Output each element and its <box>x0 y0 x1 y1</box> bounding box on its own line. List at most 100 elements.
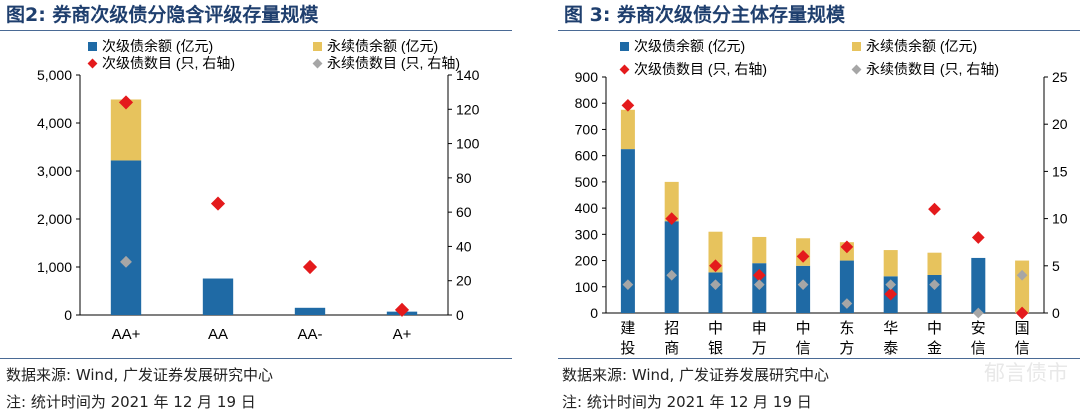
right-bar-subordinated-5 <box>839 260 854 313</box>
right-x-label: 招 <box>664 320 679 337</box>
right-bar-subordinated-2 <box>708 272 723 313</box>
left-y2tick-label: 20 <box>456 273 472 289</box>
right-ytick-label: 800 <box>575 95 599 111</box>
right-marker-perp-count-4 <box>797 279 809 291</box>
left-ytick-label: 1,000 <box>37 259 72 275</box>
left-source-rule <box>0 358 512 359</box>
right-x-label: 中 <box>708 320 723 337</box>
right-x-label: 华 <box>883 320 898 337</box>
right-bar-subordinated-0 <box>620 149 635 313</box>
right-marker-perp-count-3 <box>753 279 765 291</box>
right-marker-sub-count-4 <box>796 249 810 263</box>
left-legend-label-0: 次级债余额 (亿元) <box>102 38 213 54</box>
left-legend-swatch-3 <box>312 58 323 69</box>
right-x-label: 国 <box>1015 320 1030 337</box>
right-marker-sub-count-5 <box>840 240 854 254</box>
right-ytick-label: 700 <box>575 121 599 137</box>
right-legend-swatch-1 <box>852 42 861 51</box>
right-x-label: 银 <box>708 340 723 357</box>
right-ytick-label: 900 <box>575 69 599 85</box>
right-legend-label-3: 永续债数目 (只, 右轴) <box>866 61 999 77</box>
right-bar-perpetual-6 <box>883 250 898 277</box>
left-chart: 0 1,000 2,000 3,000 4,000 5,000 0 20 40 60 80 100 12… <box>37 38 480 343</box>
left-marker-perp-count-0 <box>120 255 132 268</box>
left-ytick-label: 4,000 <box>37 115 72 131</box>
right-y2tick-label: 20 <box>1052 116 1068 132</box>
left-legend-label-3: 永续债数目 (只, 右轴) <box>327 55 460 71</box>
right-x-label: 安 <box>971 320 986 337</box>
left-ytick-label: 2,000 <box>37 211 72 227</box>
right-bar-subordinated-8 <box>971 257 986 313</box>
left-y2tick-label: 40 <box>456 238 472 254</box>
left-bar-subordinated-1 <box>202 278 234 315</box>
right-marker-perp-count-2 <box>710 279 721 291</box>
right-ytick-label: 600 <box>575 148 599 164</box>
right-x-label: 信 <box>1015 340 1030 357</box>
left-bar-perpetual-0 <box>110 99 142 161</box>
left-x-label: AA+ <box>112 326 141 343</box>
right-legend-label-2: 次级债数目 (只, 右轴) <box>634 61 767 77</box>
left-note: 注: 统计时间为 2021 年 12 月 19 日 <box>6 393 256 411</box>
right-legend-swatch-2 <box>619 64 630 75</box>
right-x-label: 申 <box>752 320 767 337</box>
left-y2tick-label: 0 <box>456 307 464 323</box>
left-chart-title: 图2: 券商次级债分隐含评级存量规模 <box>6 4 319 26</box>
right-y2tick-label: 5 <box>1052 258 1060 274</box>
right-marker-perp-count-5 <box>841 298 853 309</box>
right-bar-perpetual-1 <box>664 181 679 222</box>
right-x-label: 建 <box>620 320 635 337</box>
left-x-label: AA- <box>297 326 322 343</box>
right-marker-perp-count-7 <box>929 279 940 291</box>
left-legend-swatch-1 <box>313 42 322 51</box>
right-legend-label-1: 永续债余额 (亿元) <box>866 38 977 54</box>
left-source: 数据来源: Wind, 广发证券发展研究中心 <box>6 366 274 384</box>
right-bar-perpetual-3 <box>752 236 767 264</box>
right-x-label: 中 <box>796 320 811 337</box>
right-x-label: 东 <box>839 320 854 337</box>
left-ytick-label: 5,000 <box>37 67 72 83</box>
right-y2tick-label: 15 <box>1052 163 1068 179</box>
right-marker-perp-count-8 <box>972 307 984 319</box>
left-y2tick-label: 60 <box>456 204 472 220</box>
right-source-rule <box>558 358 1080 359</box>
left-title-rule <box>0 30 512 31</box>
right-marker-sub-count-8 <box>971 231 985 244</box>
right-x-label: 金 <box>927 340 942 357</box>
left-ytick-label: 3,000 <box>37 163 72 179</box>
right-bar-perpetual-7 <box>927 252 942 275</box>
left-marker-sub-count-3 <box>394 302 410 317</box>
right-note: 注: 统计时间为 2021 年 12 月 19 日 <box>562 393 812 411</box>
right-legend-label-0: 次级债余额 (亿元) <box>634 38 745 54</box>
right-source: 数据来源: Wind, 广发证券发展研究中心 <box>562 366 830 384</box>
right-x-label: 信 <box>796 340 811 357</box>
right-x-label: 方 <box>839 340 854 357</box>
watermark: 郁言债市 <box>984 361 1068 385</box>
left-marker-sub-count-1 <box>210 196 226 211</box>
right-marker-perp-count-6 <box>885 279 897 291</box>
right-marker-sub-count-7 <box>928 202 941 216</box>
right-marker-sub-count-9 <box>1015 306 1029 320</box>
left-y2tick-label: 120 <box>456 101 480 117</box>
left-legend-label-1: 永续债余额 (亿元) <box>327 38 438 54</box>
left-y2tick-label: 100 <box>456 136 480 152</box>
left-marker-sub-count-2 <box>302 259 318 275</box>
left-bar-subordinated-0 <box>110 160 142 315</box>
left-legend-label-2: 次级债数目 (只, 右轴) <box>102 55 235 71</box>
left-x-label: A+ <box>393 326 412 343</box>
right-ytick-label: 500 <box>575 174 599 190</box>
right-x-label: 万 <box>752 340 767 357</box>
right-legend-swatch-3 <box>851 64 862 75</box>
right-bar-perpetual-9 <box>1015 260 1030 313</box>
right-x-label: 投 <box>620 340 635 357</box>
left-legend-swatch-0 <box>88 42 97 51</box>
right-y2tick-label: 0 <box>1052 305 1060 321</box>
right-title-rule <box>558 30 1080 31</box>
left-y2tick-label: 140 <box>456 67 480 83</box>
right-x-label: 信 <box>971 340 986 357</box>
left-bar-subordinated-2 <box>294 307 326 315</box>
right-ytick-label: 200 <box>575 253 599 269</box>
left-y2tick-label: 80 <box>456 170 472 186</box>
right-bar-perpetual-0 <box>620 109 635 150</box>
right-ytick-label: 0 <box>590 305 598 321</box>
right-x-label: 商 <box>664 340 679 357</box>
